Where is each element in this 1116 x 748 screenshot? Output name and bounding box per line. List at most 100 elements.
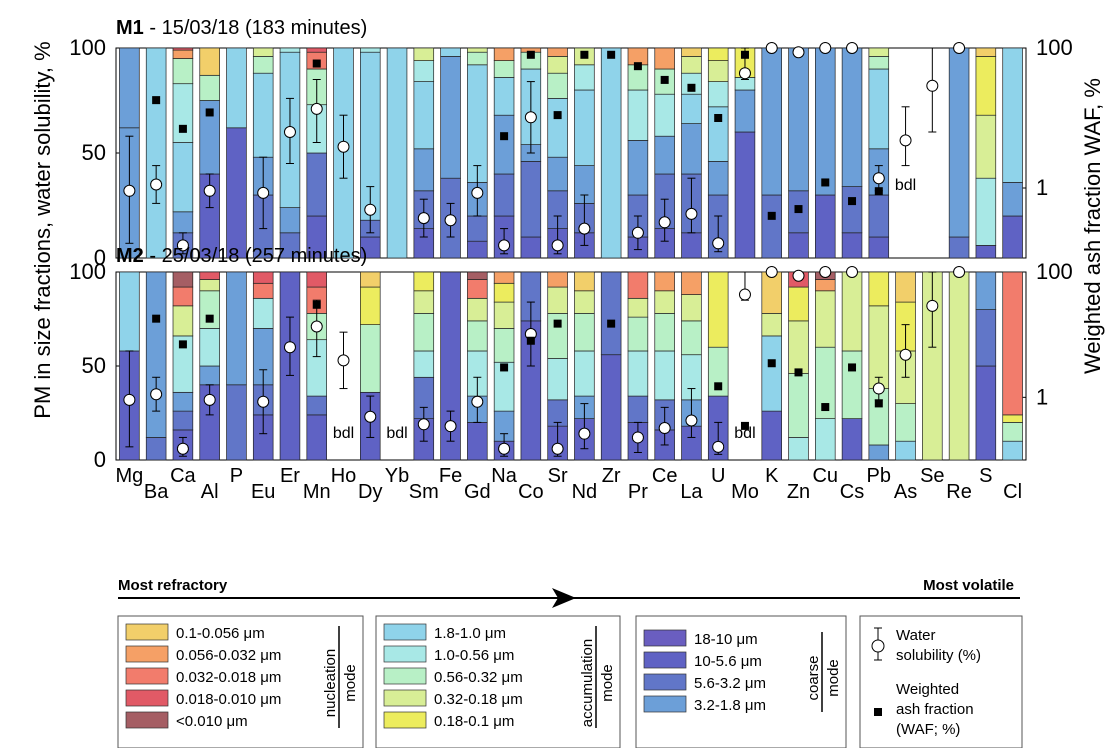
element-label-Al: Al	[201, 481, 219, 503]
bar-segment-Re	[948, 47, 970, 238]
bar-segment-Ca	[172, 211, 194, 234]
solubility-point-Sm	[417, 418, 430, 431]
solubility-point-Mn	[310, 102, 323, 115]
bar-segment-Ce	[654, 290, 675, 314]
element-labels: MgBaCaAlPEuErMnHoDyYbSmFeGdNaCoSrNdZrPrC…	[115, 465, 1022, 503]
bar-segment-As	[895, 440, 916, 461]
solubility-point-Pb	[872, 382, 885, 395]
element-label-Mn: Mn	[303, 481, 331, 503]
bar-segment-Ca	[172, 271, 194, 288]
bar-segment-Ce	[654, 271, 675, 292]
legend-waf-label: ash fraction	[896, 701, 974, 718]
element-label-Zn: Zn	[787, 481, 810, 503]
legend-swatch	[383, 689, 427, 707]
element-label-Mg: Mg	[115, 465, 143, 487]
bar-segment-Re	[948, 236, 970, 259]
left-tick-label: 50	[82, 353, 106, 378]
bar-segment-Pr	[627, 271, 649, 299]
bar-segment-La	[681, 47, 702, 57]
bar-segment-Pb	[868, 194, 890, 238]
element-label-Yb: Yb	[385, 465, 409, 487]
bar-segment-Zn	[788, 47, 809, 192]
element-label-S: S	[979, 465, 992, 487]
bar-segment-Cu	[815, 194, 836, 259]
legend-item-label: 0.032-0.018 μm	[176, 669, 281, 686]
waf-point-Cs	[848, 197, 857, 206]
waf-point-La	[687, 83, 696, 92]
solubility-point-Cu	[819, 266, 832, 278]
solubility-point-Sr	[551, 239, 564, 252]
legend-markers: Water solubility (%) Weighted ash fraction (…	[859, 615, 1023, 748]
plot-frame	[115, 271, 1027, 461]
waf-point-Ce	[660, 75, 669, 84]
bar-segment-Sm	[413, 290, 435, 314]
solubility-point-Mn	[310, 320, 323, 333]
element-label-Dy: Dy	[358, 481, 382, 503]
bar-segment-Ce	[654, 93, 675, 137]
bar-segment-Zn	[788, 320, 809, 374]
waf-point-U	[714, 382, 723, 391]
legend-coarse: 18-10 μm 10-5.6 μm 5.6-3.2 μm 3.2-1.8 μm coa…	[635, 615, 847, 748]
solubility-point-Mo	[738, 67, 751, 80]
bar-segment-Sm	[413, 60, 435, 82]
bar-segment-K	[761, 410, 782, 461]
solubility-point-Fe	[444, 420, 457, 433]
right-tick-label: 1	[1036, 384, 1048, 409]
bar-segment-U	[707, 161, 729, 196]
bar-segment-Fe	[440, 271, 461, 461]
element-label-Pb: Pb	[867, 465, 891, 487]
left-tick-label: 50	[82, 140, 106, 165]
waf-point-Mn	[312, 59, 321, 68]
bar-segment-Al	[199, 290, 220, 329]
panel-title-bold: M1	[116, 17, 144, 39]
bar-segment-Gd	[467, 47, 488, 53]
solubility-point-Mo	[738, 288, 751, 301]
element-label-Gd: Gd	[464, 481, 491, 503]
waf-point-Co	[526, 336, 535, 345]
legend-item-label: 0.056-0.032 μm	[176, 647, 281, 664]
waf-point-Pr	[633, 62, 642, 71]
legend-item-label: 1.8-1.0 μm	[434, 625, 506, 642]
waf-point-Cs	[848, 363, 857, 372]
bar-segment-Pb	[868, 271, 890, 307]
legend-mode-label: mode	[599, 664, 616, 702]
bar-segment-Cs	[841, 232, 863, 259]
legend-swatch	[125, 689, 169, 707]
waf-point-Ca	[178, 340, 187, 349]
bar-segment-Na	[493, 301, 515, 329]
bar-segment-Sr	[547, 98, 568, 158]
bar-segment-U	[707, 271, 729, 348]
most-refractory-label: Most refractory	[118, 577, 228, 594]
bar-segment-Mn	[306, 152, 327, 217]
solubility-point-Ca	[176, 442, 189, 455]
legend-mode-label: coarse	[805, 655, 822, 700]
legend-solubility-label: solubility (%)	[896, 647, 981, 664]
bar-segment-U	[707, 47, 729, 61]
bar-segment-Eu	[252, 56, 274, 74]
bar-segment-Na	[493, 328, 515, 363]
bar-segment-Al	[199, 365, 220, 386]
bar-segment-Co	[520, 161, 542, 238]
bar-segment-Nd	[574, 350, 595, 397]
solubility-point-Al	[203, 393, 216, 406]
bar-segment-Pb	[868, 47, 890, 57]
bar-segment-Al	[199, 271, 220, 280]
bar-segment-Er	[279, 207, 301, 234]
solubility-point-Eu	[257, 186, 270, 199]
legend-waf-marker	[874, 708, 882, 716]
bar-segment-K	[761, 313, 782, 337]
element-label-Pr: Pr	[628, 481, 648, 503]
axis-labels: PM in size fractions, water solubility, …	[30, 41, 1105, 418]
legend-swatch	[125, 667, 169, 685]
bar-segment-Ba	[145, 271, 167, 438]
waf-point-Pb	[874, 187, 883, 196]
bar-segment-P	[226, 127, 247, 259]
bar-segment-Er	[279, 47, 301, 53]
bar-segment-Ce	[654, 47, 675, 70]
bar-segment-S	[975, 56, 997, 116]
waf-point-Zn	[794, 205, 803, 214]
waf-point-Mo	[740, 50, 749, 59]
solubility-point-La	[685, 414, 698, 427]
plot-frame	[115, 47, 1027, 259]
solubility-point-Re	[953, 266, 966, 278]
